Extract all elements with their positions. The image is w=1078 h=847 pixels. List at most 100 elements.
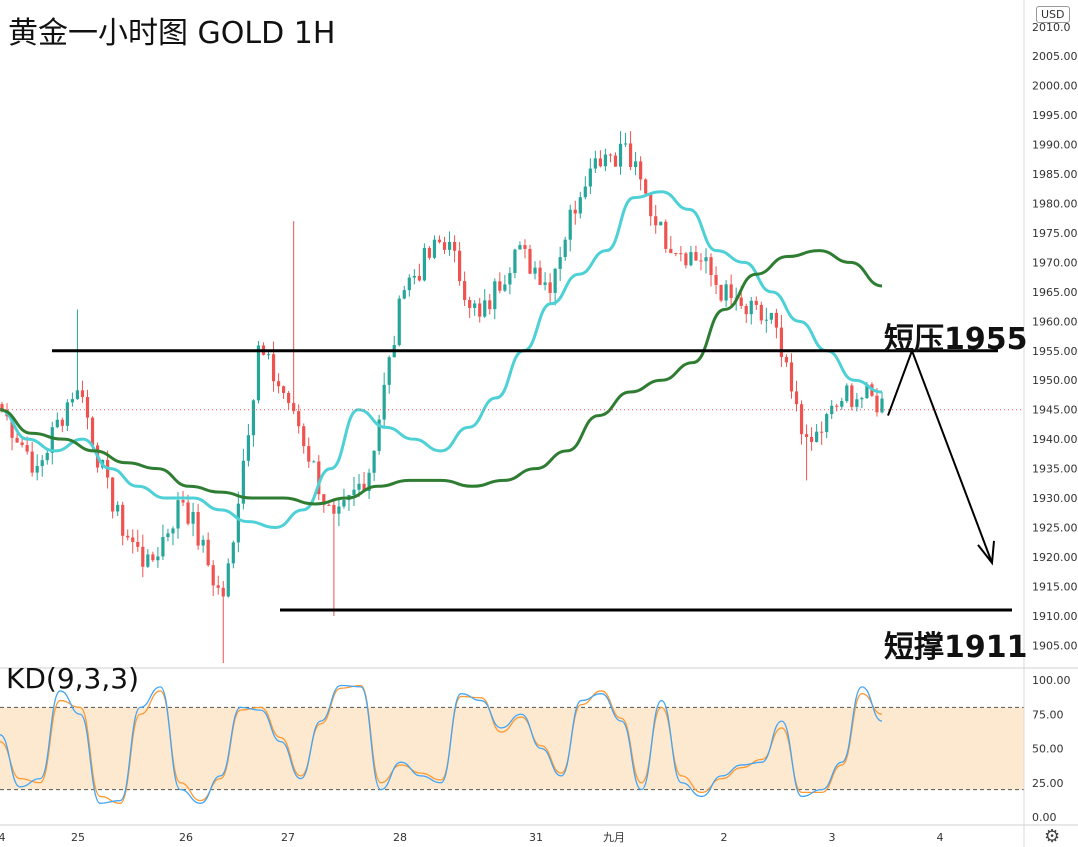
candle-body [276,381,281,387]
projection-arrow [887,347,993,564]
candle-body [543,282,547,285]
chart-title: 黄金一小时图 GOLD 1H [8,16,336,51]
candle-body [80,390,85,397]
candle-body [659,221,663,226]
candle-body [287,392,291,404]
candle-body [865,384,869,399]
candle-body [473,303,477,308]
candle-body [880,398,884,413]
price-tick-label: 1915.00 [1032,580,1078,593]
candle-body [548,282,552,293]
candle-body [65,402,69,426]
kd-tick-label: 50.00 [1032,743,1064,756]
candle-body [226,563,230,597]
time-tick-label: 2 [721,831,728,844]
candle-body [211,565,215,586]
candle-body [568,209,572,240]
candle-body [382,384,386,420]
price-tick-label: 1940.00 [1032,433,1078,446]
kd-pane [0,684,1024,804]
candle-body [452,241,457,251]
candle-body [377,419,381,451]
candle-body [20,442,24,446]
candle-body [764,319,768,321]
candle-body [714,275,718,285]
candle-body [432,239,437,258]
candle-body [297,411,301,427]
candle-body [231,542,235,564]
projection-arrowhead [977,540,995,566]
candle-body [251,400,256,436]
candle-body [312,461,316,463]
candle-body [724,284,728,301]
candle-body [302,426,306,447]
ma-slow-line [0,249,883,506]
time-tick-label: 31 [529,831,543,844]
candle-body [704,257,708,262]
candle-body [478,303,482,317]
candle-body [769,312,773,320]
kd-tick-label: 0.00 [1032,811,1057,824]
candle-body [593,158,597,169]
price-tick-label: 2005.00 [1032,50,1078,63]
candle-body [282,386,286,393]
candle-body [25,445,29,452]
candle-body [45,452,49,461]
candles [0,131,884,663]
candle-body [794,391,799,405]
candle-body [573,209,577,214]
candle-body [206,539,210,566]
candle-body [855,399,859,407]
candle-body [468,299,472,308]
price-tick-label: 1920.00 [1032,551,1078,564]
price-tick-label: 1980.00 [1032,198,1078,211]
candle-body [578,197,582,214]
price-tick-label: 1960.00 [1032,315,1078,328]
candle-body [241,460,245,504]
candle-body [266,354,271,356]
candle-body [583,186,587,198]
currency-badge[interactable]: USD [1036,6,1070,23]
candle-body [553,268,557,293]
candle-body [196,512,200,546]
candle-body [397,298,401,346]
candle-body [0,404,4,410]
price-tick-label: 1945.00 [1032,404,1078,417]
candle-body [151,554,155,561]
d-line [0,684,883,804]
price-tick-label: 1990.00 [1032,139,1078,152]
candle-body [608,154,613,156]
candle-body [201,539,205,546]
candle-body [156,556,160,561]
candle-body [739,297,743,306]
candle-body [759,304,763,321]
candle-body [362,483,366,492]
candle-body [342,500,346,507]
candle-body [10,416,14,438]
gear-icon[interactable]: ⚙ [1044,826,1061,847]
candle-body [840,401,844,407]
candle-body [860,398,864,400]
candle-body [256,345,261,401]
candle-body [166,533,170,538]
candle-body [337,506,341,514]
price-tick-label: 2000.00 [1032,80,1078,93]
candle-body [513,249,517,274]
candle-body [749,300,753,315]
candle-body [15,437,19,443]
candle-body [176,500,180,529]
candle-body [845,385,849,402]
candle-body [603,154,608,167]
candle-body [75,390,80,400]
candle-body [181,500,185,503]
candle-body [357,483,361,490]
candle-body [367,472,371,492]
candle-body [729,284,733,299]
candle-body [503,284,507,291]
candle-body [216,585,220,588]
candle-body [508,273,512,285]
candle-body [236,503,240,543]
candle-body [639,161,643,180]
candle-body [523,245,527,249]
price-tick-label: 1925.00 [1032,522,1078,535]
